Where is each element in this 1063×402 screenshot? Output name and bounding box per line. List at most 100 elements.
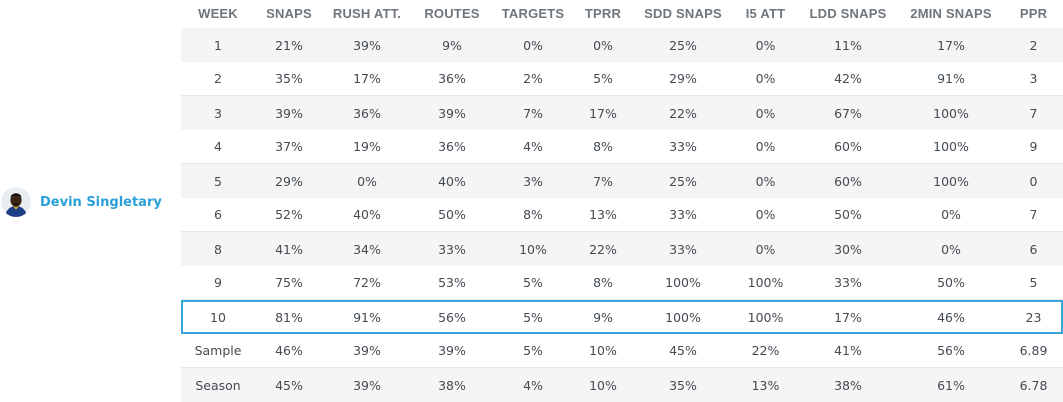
table-cell: 5% [523, 275, 543, 290]
table-cell: 9% [593, 309, 613, 325]
table-cell: 81% [275, 309, 303, 325]
table-cell: 33% [669, 207, 697, 222]
column-header-sdd-snaps[interactable]: SDD SNAPS [644, 6, 722, 21]
table-cell: 9 [214, 275, 222, 290]
table-cell: 41% [834, 343, 862, 358]
table-cell: 39% [438, 105, 466, 121]
table-cell: 35% [669, 377, 697, 393]
table-cell: 36% [353, 105, 381, 121]
table-cell: 100% [933, 105, 969, 121]
table-cell: 1 [214, 37, 222, 53]
table-cell: 100% [933, 139, 969, 154]
table-cell: 17% [937, 37, 965, 53]
table-cell: 36% [438, 139, 466, 154]
table-row: 5 29% 0% 40% 3% 7% 25% 0% 60% 100% 0 [181, 164, 1063, 198]
table-cell: 91% [353, 309, 381, 325]
table-cell: 7 [1029, 207, 1038, 222]
column-header-ppr[interactable]: PPR [1019, 6, 1048, 21]
table-cell: 100% [747, 309, 784, 325]
table-cell: 42% [834, 71, 862, 86]
table-cell: 22% [669, 105, 697, 121]
table-cell: 30% [834, 241, 862, 257]
column-header-rush-att[interactable]: RUSH ATT. [332, 6, 402, 21]
table-cell: 0% [755, 71, 776, 86]
player-name[interactable]: Devin Singletary [40, 194, 162, 210]
table-cell: 33% [834, 275, 862, 290]
table-cell: 33% [669, 241, 697, 257]
table-cell: 25% [669, 173, 697, 189]
summary-label: Sample [194, 343, 242, 358]
summary-row-season: Season 45% 39% 38% 4% 10% 35% 13% 38% 61% 6.78 [181, 368, 1063, 402]
column-header-targets[interactable]: TARGETS [501, 6, 565, 21]
table-cell: 10 [210, 309, 226, 325]
table-cell: 39% [353, 343, 381, 358]
table-cell: 39% [275, 105, 303, 121]
table-cell: 25% [669, 37, 697, 53]
table-cell: 38% [438, 377, 466, 393]
table-cell: 17% [353, 71, 381, 86]
table-cell: 9% [442, 37, 462, 53]
table-cell: 29% [669, 71, 697, 86]
column-header-2min-snaps[interactable]: 2MIN SNAPS [910, 6, 992, 21]
table-cell: 56% [937, 343, 965, 358]
table-cell: 100% [933, 173, 969, 189]
table-cell: 22% [751, 343, 780, 358]
summary-label: Season [195, 377, 241, 393]
table-cell: 100% [747, 275, 784, 290]
table-cell: 8% [523, 207, 543, 222]
table-cell: 0% [755, 139, 776, 154]
table-cell: 6.78 [1019, 377, 1048, 393]
column-header-week[interactable]: WEEK [198, 6, 238, 21]
column-header-routes[interactable]: ROUTES [424, 6, 480, 21]
table-cell: 0% [593, 37, 613, 53]
table-cell: 3 [1029, 71, 1038, 86]
table-row: 1 21% 39% 9% 0% 0% 25% 0% 11% 17% 2 [181, 28, 1063, 62]
table-cell: 34% [353, 241, 381, 257]
table-cell: 11% [834, 37, 862, 53]
table-cell: 21% [275, 37, 303, 53]
table-cell: 41% [275, 241, 303, 257]
table-cell: 75% [275, 275, 303, 290]
table-cell: 23 [1025, 309, 1042, 325]
table-cell: 22% [589, 241, 617, 257]
table-cell: 8% [593, 139, 613, 154]
table-cell: 2 [1029, 37, 1038, 53]
table-cell: 0 [1029, 173, 1038, 189]
table-cell: 7% [593, 173, 613, 189]
table-cell: 6 [1029, 241, 1038, 257]
table-cell: 46% [937, 309, 965, 325]
table-cell: 72% [353, 275, 381, 290]
table-cell: 2 [214, 71, 222, 86]
player-link[interactable]: Devin Singletary [0, 187, 181, 217]
table-cell: 5 [1029, 275, 1038, 290]
table-cell: 33% [669, 139, 697, 154]
column-header-snaps[interactable]: SNAPS [266, 6, 312, 21]
column-header-i5-att[interactable]: I5 ATT [745, 6, 786, 21]
column-header-tprr[interactable]: TPRR [584, 6, 622, 21]
table-cell: 0% [941, 207, 961, 222]
table-cell: 0% [523, 37, 543, 53]
table-cell: 6.89 [1019, 343, 1048, 358]
table-cell: 0% [755, 241, 776, 257]
table-cell: 33% [438, 241, 466, 257]
table-cell: 39% [353, 37, 381, 53]
player-avatar [1, 187, 31, 217]
table-cell: 10% [589, 377, 617, 393]
table-cell: 5 [214, 173, 222, 189]
table-cell: 6 [214, 207, 222, 222]
column-header-ldd-snaps[interactable]: LDD SNAPS [809, 6, 887, 21]
table-cell: 100% [665, 275, 701, 290]
table-row: 8 41% 34% 33% 10% 22% 33% 0% 30% 0% 6 [181, 232, 1063, 266]
table-cell: 45% [275, 377, 303, 393]
table-row: 4 37% 19% 36% 4% 8% 33% 0% 60% 100% 9 [181, 130, 1063, 164]
table-cell: 0% [755, 207, 776, 222]
table-cell: 60% [834, 139, 862, 154]
table-cell: 7% [523, 105, 543, 121]
table-cell: 50% [834, 207, 862, 222]
table-row: 6 52% 40% 50% 8% 13% 33% 0% 50% 0% 7 [181, 198, 1063, 232]
table-header-row: WEEK SNAPS RUSH ATT. ROUTES TARGETS TPRR SDD S… [181, 0, 1063, 28]
table-cell: 0% [755, 37, 776, 53]
table-cell: 91% [937, 71, 965, 86]
table-cell: 45% [669, 343, 697, 358]
table-row: 9 75% 72% 53% 5% 8% 100% 100% 33% 50% 5 [181, 266, 1063, 300]
